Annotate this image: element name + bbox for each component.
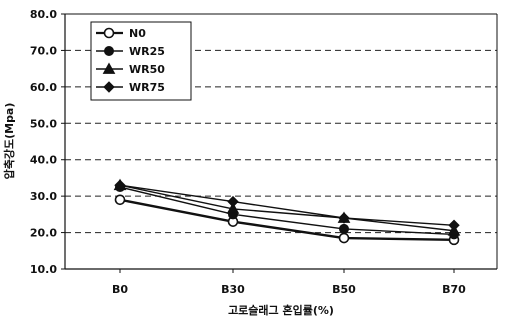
x-tick-label-2: B50 [332,283,356,296]
series-line-n0 [119,198,455,242]
y-axis-title: 압축강도(Mpa) [2,103,16,180]
point-n0-0 [114,194,126,206]
x-tick-label-0: B0 [112,283,128,296]
y-tick-label-2: 30.0 [30,190,57,203]
legend-marker-wr25 [104,46,114,56]
y-tick-label-0: 10.0 [30,263,57,276]
series-line-wr75 [119,184,455,226]
legend-label-n0: N0 [129,27,146,40]
y-tick-label-7: 80.0 [30,8,57,21]
legend-label-wr50: WR50 [129,63,165,76]
legend-marker-n0 [103,27,115,39]
series-markers [113,178,461,246]
legend-marker-wr75 [103,81,115,93]
y-tick-labels: 10.0 20.0 30.0 40.0 50.0 60.0 70.0 80.0 [30,8,57,276]
y-tick-label-4: 50.0 [30,117,57,130]
x-tick-label-3: B70 [442,283,466,296]
axes [61,13,498,273]
point-wr75-1 [227,195,239,208]
series-line-wr25 [119,186,455,236]
legend: N0 WR25 WR50 WR75 [90,21,192,101]
legend-marker-wr50 [102,62,116,74]
y-tick-label-1: 20.0 [30,227,57,240]
point-wr75-0 [114,179,126,191]
point-wr75-2 [338,212,350,224]
x-axis-title: 고로슬래그 혼입률(%) [228,303,334,317]
y-tick-label-6: 70.0 [30,44,57,57]
point-wr25-2 [339,223,349,234]
point-n0-2 [338,232,350,244]
x-tick-labels: B0 B30 B50 B70 [112,283,466,296]
point-wr50-1 [226,202,240,214]
grid-lines [65,49,497,234]
x-tick-label-1: B30 [221,283,245,296]
y-tick-label-5: 60.0 [30,81,57,94]
y-tick-label-3: 40.0 [30,154,57,167]
series-line-wr50 [119,184,455,232]
series-lines [119,184,455,242]
point-wr75-3 [448,219,460,231]
legend-label-wr75: WR75 [129,81,165,94]
legend-label-wr25: WR25 [129,45,165,58]
